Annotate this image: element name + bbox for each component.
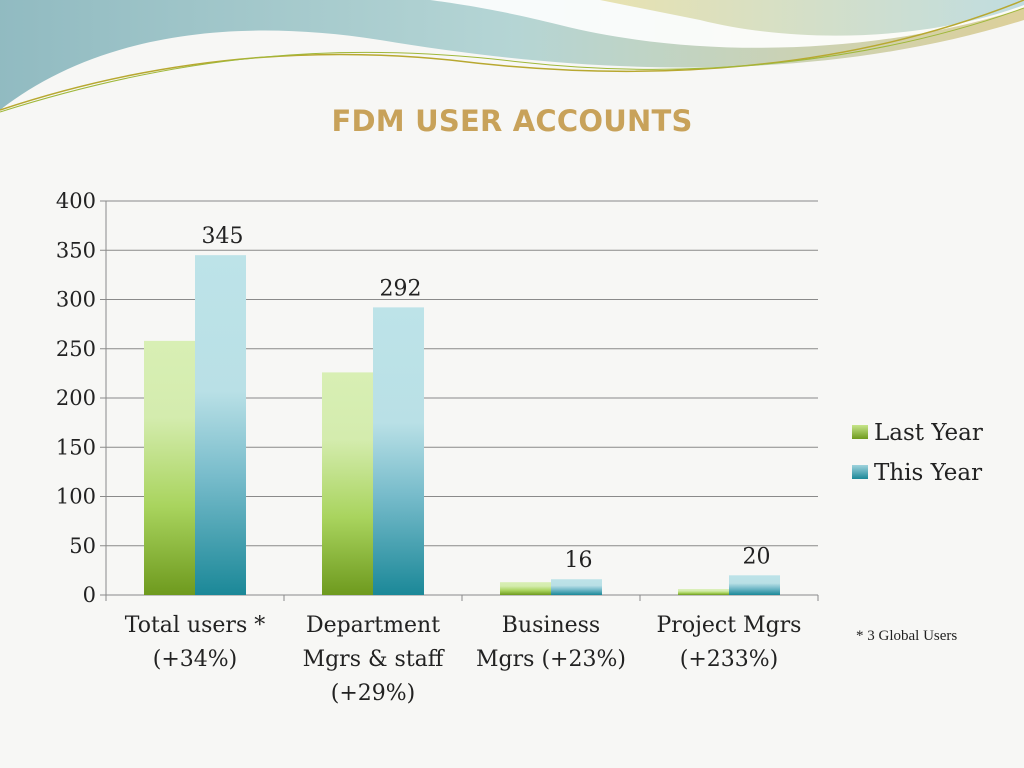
- y-tick-label: 400: [56, 189, 96, 213]
- bar-last-year: [678, 589, 729, 595]
- slide-title: FDM USER ACCOUNTS: [331, 104, 693, 138]
- data-label: 20: [743, 544, 771, 569]
- y-tick-label: 50: [69, 534, 96, 558]
- x-category-label: (+34%): [153, 647, 238, 672]
- legend-swatch: [852, 465, 868, 479]
- x-category-label: (+233%): [680, 647, 779, 672]
- x-category-label: Mgrs & staff: [303, 647, 445, 672]
- legend-label: Last Year: [874, 420, 983, 446]
- data-label: 292: [380, 276, 422, 301]
- data-label: 345: [202, 224, 244, 249]
- x-category-label: Business: [502, 613, 600, 638]
- legend-label: This Year: [874, 460, 982, 486]
- y-tick-label: 350: [56, 238, 96, 262]
- bar-this-year: [373, 307, 424, 595]
- decorative-swoosh-banner: [0, 0, 1024, 113]
- bar-last-year: [322, 372, 373, 595]
- data-label: 16: [565, 548, 593, 573]
- y-tick-label: 100: [56, 485, 96, 509]
- y-tick-label: 300: [56, 288, 96, 312]
- footnote: * 3 Global Users: [856, 628, 958, 644]
- x-category-label: Total users *: [125, 613, 265, 638]
- bar-last-year: [144, 340, 195, 595]
- y-tick-label: 150: [56, 435, 96, 459]
- y-tick-label: 0: [83, 583, 96, 607]
- legend-swatch: [852, 425, 868, 439]
- x-category-label: Project Mgrs: [657, 613, 802, 638]
- x-category-label: (+29%): [331, 681, 416, 706]
- y-tick-label: 250: [56, 337, 96, 361]
- x-category-label: Department: [306, 613, 440, 638]
- bar-this-year: [729, 575, 780, 595]
- y-tick-label: 200: [56, 386, 96, 410]
- bar-this-year: [551, 579, 602, 595]
- x-category-label: Mgrs (+23%): [476, 647, 626, 672]
- bar-last-year: [500, 582, 551, 595]
- bar-this-year: [195, 255, 246, 596]
